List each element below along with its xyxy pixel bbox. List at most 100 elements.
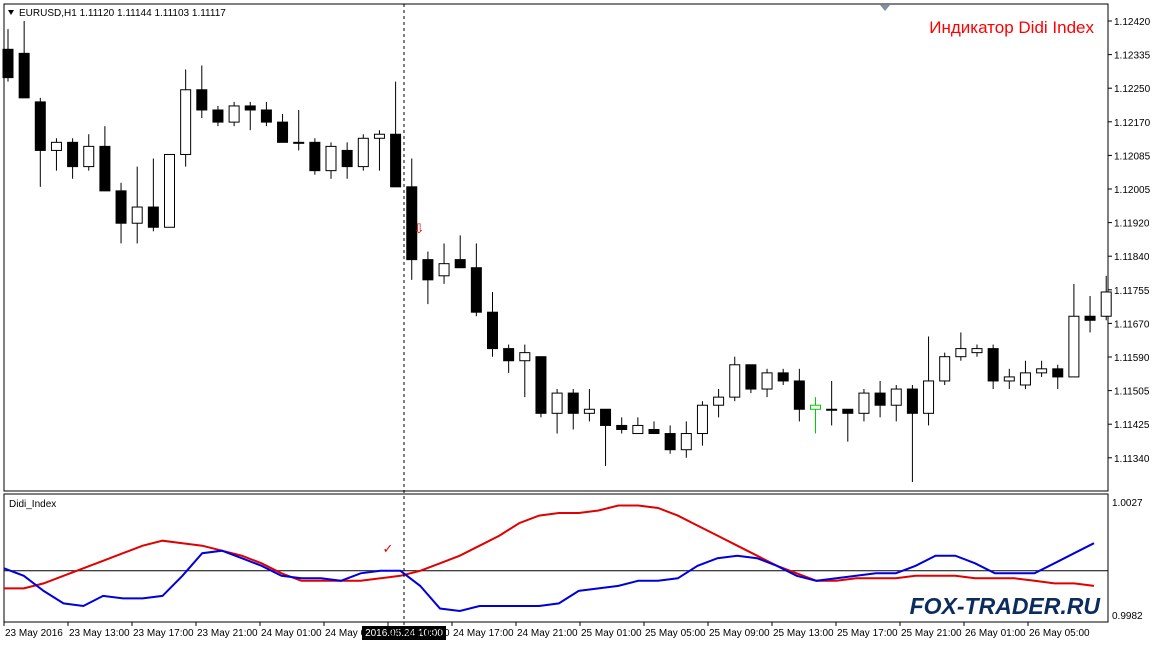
bear-candle[interactable] [503, 348, 515, 362]
time-label: 23 May 13:00 [69, 628, 130, 639]
bear-candle[interactable] [826, 408, 838, 411]
bear-candle[interactable] [567, 392, 579, 414]
bear-candle[interactable] [616, 424, 628, 430]
bear-candle[interactable] [18, 52, 30, 99]
bear-candle[interactable] [390, 133, 402, 188]
bear-candle[interactable] [244, 105, 256, 111]
bull-candle[interactable] [357, 137, 369, 168]
time-label: 23 May 2016 [5, 628, 63, 639]
bear-candle[interactable] [277, 121, 289, 143]
time-label: 24 May 01:00 [261, 628, 322, 639]
bull-candle[interactable] [761, 372, 773, 390]
bear-candle[interactable] [454, 259, 466, 269]
bear-candle[interactable] [535, 356, 547, 414]
bear-candle[interactable] [34, 101, 46, 151]
bull-candle[interactable] [519, 352, 531, 362]
bull-candle[interactable] [1036, 368, 1048, 374]
bull-candle[interactable] [632, 424, 644, 435]
price-label: 1.11670 [1114, 319, 1150, 330]
bull-candle[interactable] [923, 380, 935, 414]
bear-candle[interactable] [2, 48, 14, 79]
bull-candle[interactable] [1019, 372, 1031, 386]
price-label: 1.11755 [1114, 286, 1150, 297]
bear-candle[interactable] [260, 109, 272, 123]
bear-candle[interactable] [648, 428, 660, 435]
bull-candle[interactable] [1003, 376, 1015, 382]
bull-candle[interactable] [713, 396, 725, 406]
price-axis: 1.12420 1.12335 1.12250 1.12170 1.12085 1.120… [1108, 17, 1151, 465]
bull-candle[interactable] [180, 89, 192, 155]
bull-candle[interactable] [551, 392, 563, 414]
bull-candle[interactable] [729, 364, 741, 398]
bear-candle[interactable] [906, 388, 918, 414]
bull-candle[interactable] [438, 263, 450, 277]
bear-candle[interactable] [600, 408, 612, 426]
bear-candle[interactable] [309, 141, 321, 172]
price-label: 1.12335 [1114, 51, 1151, 62]
bear-candle[interactable] [793, 380, 805, 410]
bear-candle[interactable] [777, 372, 789, 382]
bull-candle[interactable] [939, 356, 951, 382]
bear-candle[interactable] [487, 311, 498, 350]
price-label: 1.11840 [1114, 252, 1150, 263]
bull-candle[interactable] [373, 133, 385, 139]
bear-candle[interactable] [293, 141, 305, 144]
bull-candle[interactable] [50, 141, 62, 151]
bull-candle[interactable] [1068, 315, 1080, 378]
price-label: 1.11505 [1114, 387, 1150, 398]
bull-candle[interactable] [583, 408, 595, 414]
bear-candle[interactable] [99, 145, 111, 192]
bear-candle[interactable] [874, 392, 886, 406]
bull-candle[interactable] [890, 388, 902, 406]
crosshair-time-label: 2016.05.24 10:00 [365, 628, 443, 639]
bear-candle[interactable] [1052, 368, 1064, 378]
time-label: 25 May 17:00 [837, 628, 898, 639]
bear-candle[interactable] [987, 348, 999, 382]
bear-candle[interactable] [745, 364, 757, 390]
bear-candle[interactable] [842, 408, 854, 414]
bear-candle[interactable] [470, 267, 482, 313]
bull-candle[interactable] [971, 348, 983, 354]
time-label: 26 May 05:00 [1029, 628, 1090, 639]
bear-candle[interactable] [67, 141, 79, 168]
bull-candle[interactable] [325, 145, 337, 172]
bear-candle[interactable] [147, 206, 159, 228]
time-label: 23 May 21:00 [197, 628, 258, 639]
price-label: 1.12170 [1114, 118, 1151, 129]
bull-candle[interactable] [83, 145, 95, 168]
bear-candle[interactable] [115, 190, 127, 224]
time-label: 25 May 13:00 [773, 628, 834, 639]
bull-candle[interactable] [858, 392, 870, 414]
bull-candle[interactable] [955, 348, 967, 358]
bear-candle[interactable] [422, 259, 434, 281]
bull-candle[interactable] [228, 105, 240, 123]
bear-candle[interactable] [406, 186, 418, 261]
chevron-down-icon[interactable] [8, 10, 14, 15]
bull-candle[interactable] [680, 433, 692, 451]
crosshair-time-box [362, 626, 446, 640]
shift-marker-icon[interactable] [880, 5, 890, 11]
didi-red-line [4, 504, 1095, 590]
bear-candle[interactable] [196, 89, 208, 111]
time-label: 24 May 13:00 [389, 628, 450, 639]
time-label: 25 May 01:00 [581, 628, 642, 639]
main-chart-frame[interactable] [3, 3, 1109, 492]
bear-candle[interactable] [341, 149, 353, 168]
bear-candle[interactable] [212, 109, 224, 123]
price-label: 1.11920 [1114, 219, 1150, 230]
bull-candle[interactable] [1100, 291, 1112, 317]
time-label: 23 May 17:00 [133, 628, 194, 639]
candlestick-series [2, 21, 1112, 483]
time-label: 25 May 05:00 [645, 628, 706, 639]
indicator-pane-frame[interactable] [3, 493, 1109, 623]
time-label: 24 May 0 [325, 628, 367, 639]
bear-candle[interactable] [1084, 315, 1096, 321]
bull-candle[interactable] [696, 404, 708, 435]
bull-candle[interactable] [810, 404, 821, 410]
bull-candle[interactable] [164, 153, 175, 228]
watermark: FOX-TRADER.RU [910, 593, 1102, 619]
bull-candle[interactable] [131, 206, 143, 224]
bear-candle[interactable] [664, 433, 676, 451]
price-label: 1.12250 [1114, 84, 1151, 95]
